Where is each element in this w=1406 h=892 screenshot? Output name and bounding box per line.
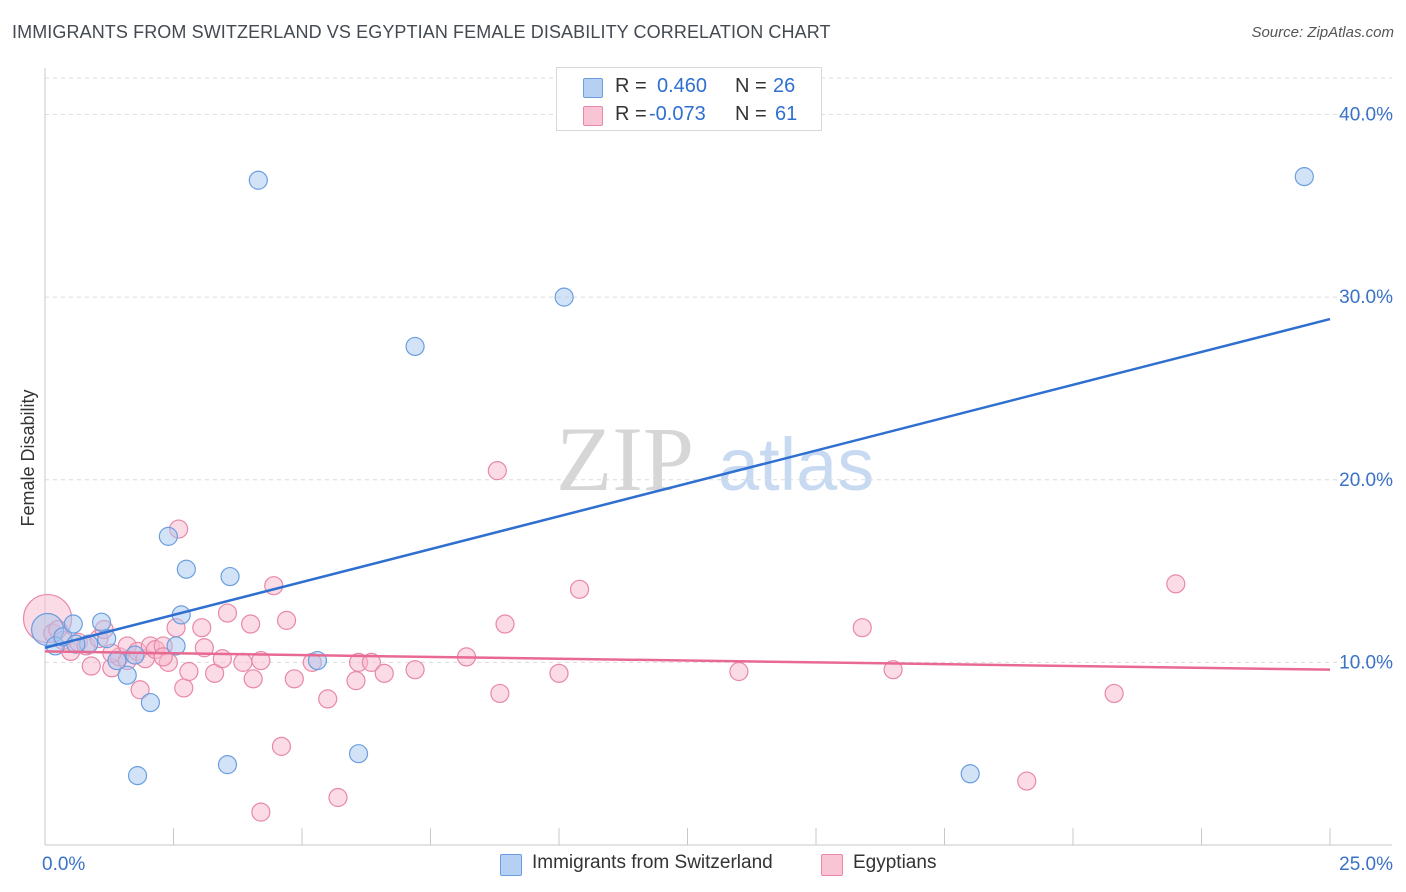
pink-swatch [821,854,843,876]
legend-label: Immigrants from Switzerland [532,852,773,873]
watermark-zip: ZIP [556,408,694,510]
r-label: R = [615,103,647,125]
n-value: 26 [773,75,796,97]
egyptians-point [194,638,214,658]
y-tick-label: 10.0% [1339,652,1393,673]
egyptians-point [217,603,238,623]
egyptians-point [192,618,212,638]
y-tick-label: 40.0% [1339,105,1393,126]
egyptians-point [241,614,261,634]
x-tick-labels: 0.0% 25.0% [42,854,1393,875]
egyptians-point [284,669,304,689]
switzerland-point [348,744,369,764]
egyptians-point [276,610,297,630]
switzerland-point [127,766,148,786]
egyptians-point [490,683,510,704]
switzerland-point [217,755,238,775]
egyptians-point [883,660,903,680]
legend-label: Egyptians [853,852,937,873]
switzerland-point [960,764,980,784]
switzerland-point [117,665,137,685]
trend-lines [44,317,1331,671]
y-tick-label: 20.0% [1339,470,1393,491]
switzerland-point [176,559,196,579]
egyptians-point [243,669,263,689]
egyptians-point [179,661,199,682]
blue-swatch [500,854,522,876]
switzerland-point [248,170,268,190]
blue-swatch [583,78,603,98]
egyptians-point [81,656,101,676]
egyptians-point [346,671,366,691]
egyptians-point [374,663,394,683]
switzerland-point [63,614,83,634]
gridlines [45,77,1392,663]
watermark: ZIP atlas [556,408,874,510]
egyptians-point [233,652,253,672]
egyptians-point [852,618,872,638]
egyptians-point [318,689,338,709]
chart-title: IMMIGRANTS FROM SWITZERLAND VS EGYPTIAN … [12,22,831,42]
egyptians-point [1104,683,1124,704]
egyptians-point [1017,771,1037,791]
switzerland-point [91,612,112,632]
switzerland-point [125,645,145,665]
n-label: N = [735,75,767,97]
r-value: -0.073 [649,103,706,125]
watermark-atlas: atlas [718,423,874,506]
egyptians-point [212,649,232,669]
egyptians-point [130,680,150,700]
egyptians-point [729,661,749,682]
egyptians-point [487,461,507,481]
egyptians-point [1166,574,1186,594]
y-tick-label: 30.0% [1339,287,1393,308]
egyptians-point [405,660,425,680]
pink-swatch [583,106,603,126]
switzerland-point [166,636,186,656]
n-label: N = [735,103,767,125]
egyptians-point [271,736,292,756]
egyptians-point [251,650,271,671]
y-tick-labels: 10.0% 20.0% 30.0% 40.0% [1339,105,1393,674]
x-tick-label: 0.0% [42,854,85,875]
switzerland-trend-line [44,317,1331,649]
y-axis-label: Female Disability [18,389,38,526]
x-tick-label: 25.0% [1339,854,1393,875]
n-value: 61 [775,103,798,125]
egyptians-point [328,787,348,808]
series-egyptians-points [22,461,1186,822]
egyptians-point [495,614,515,634]
switzerland-point [1294,167,1314,187]
egyptians-point [361,652,381,672]
egyptians-point [569,579,590,599]
switzerland-point [140,692,160,713]
switzerland-point [158,526,178,546]
source-credit: Source: ZipAtlas.com [1251,24,1394,41]
switzerland-point [554,287,574,307]
correlation-legend: R = 0.460 N = 26 R = -0.073 N = 61 [556,67,822,131]
legend-row-switzerland: R = 0.460 N = 26 [557,73,821,101]
r-value: 0.460 [657,75,708,97]
egyptians-trend-line [44,650,1331,671]
switzerland-point [220,566,240,587]
legend-row-egyptians: R = -0.073 N = 61 [557,101,821,129]
egyptians-point [251,802,271,822]
egyptians-point [549,663,569,683]
axes [44,68,1392,846]
r-label: R = [615,75,647,97]
switzerland-point [405,336,425,357]
egyptians-point [174,678,194,698]
